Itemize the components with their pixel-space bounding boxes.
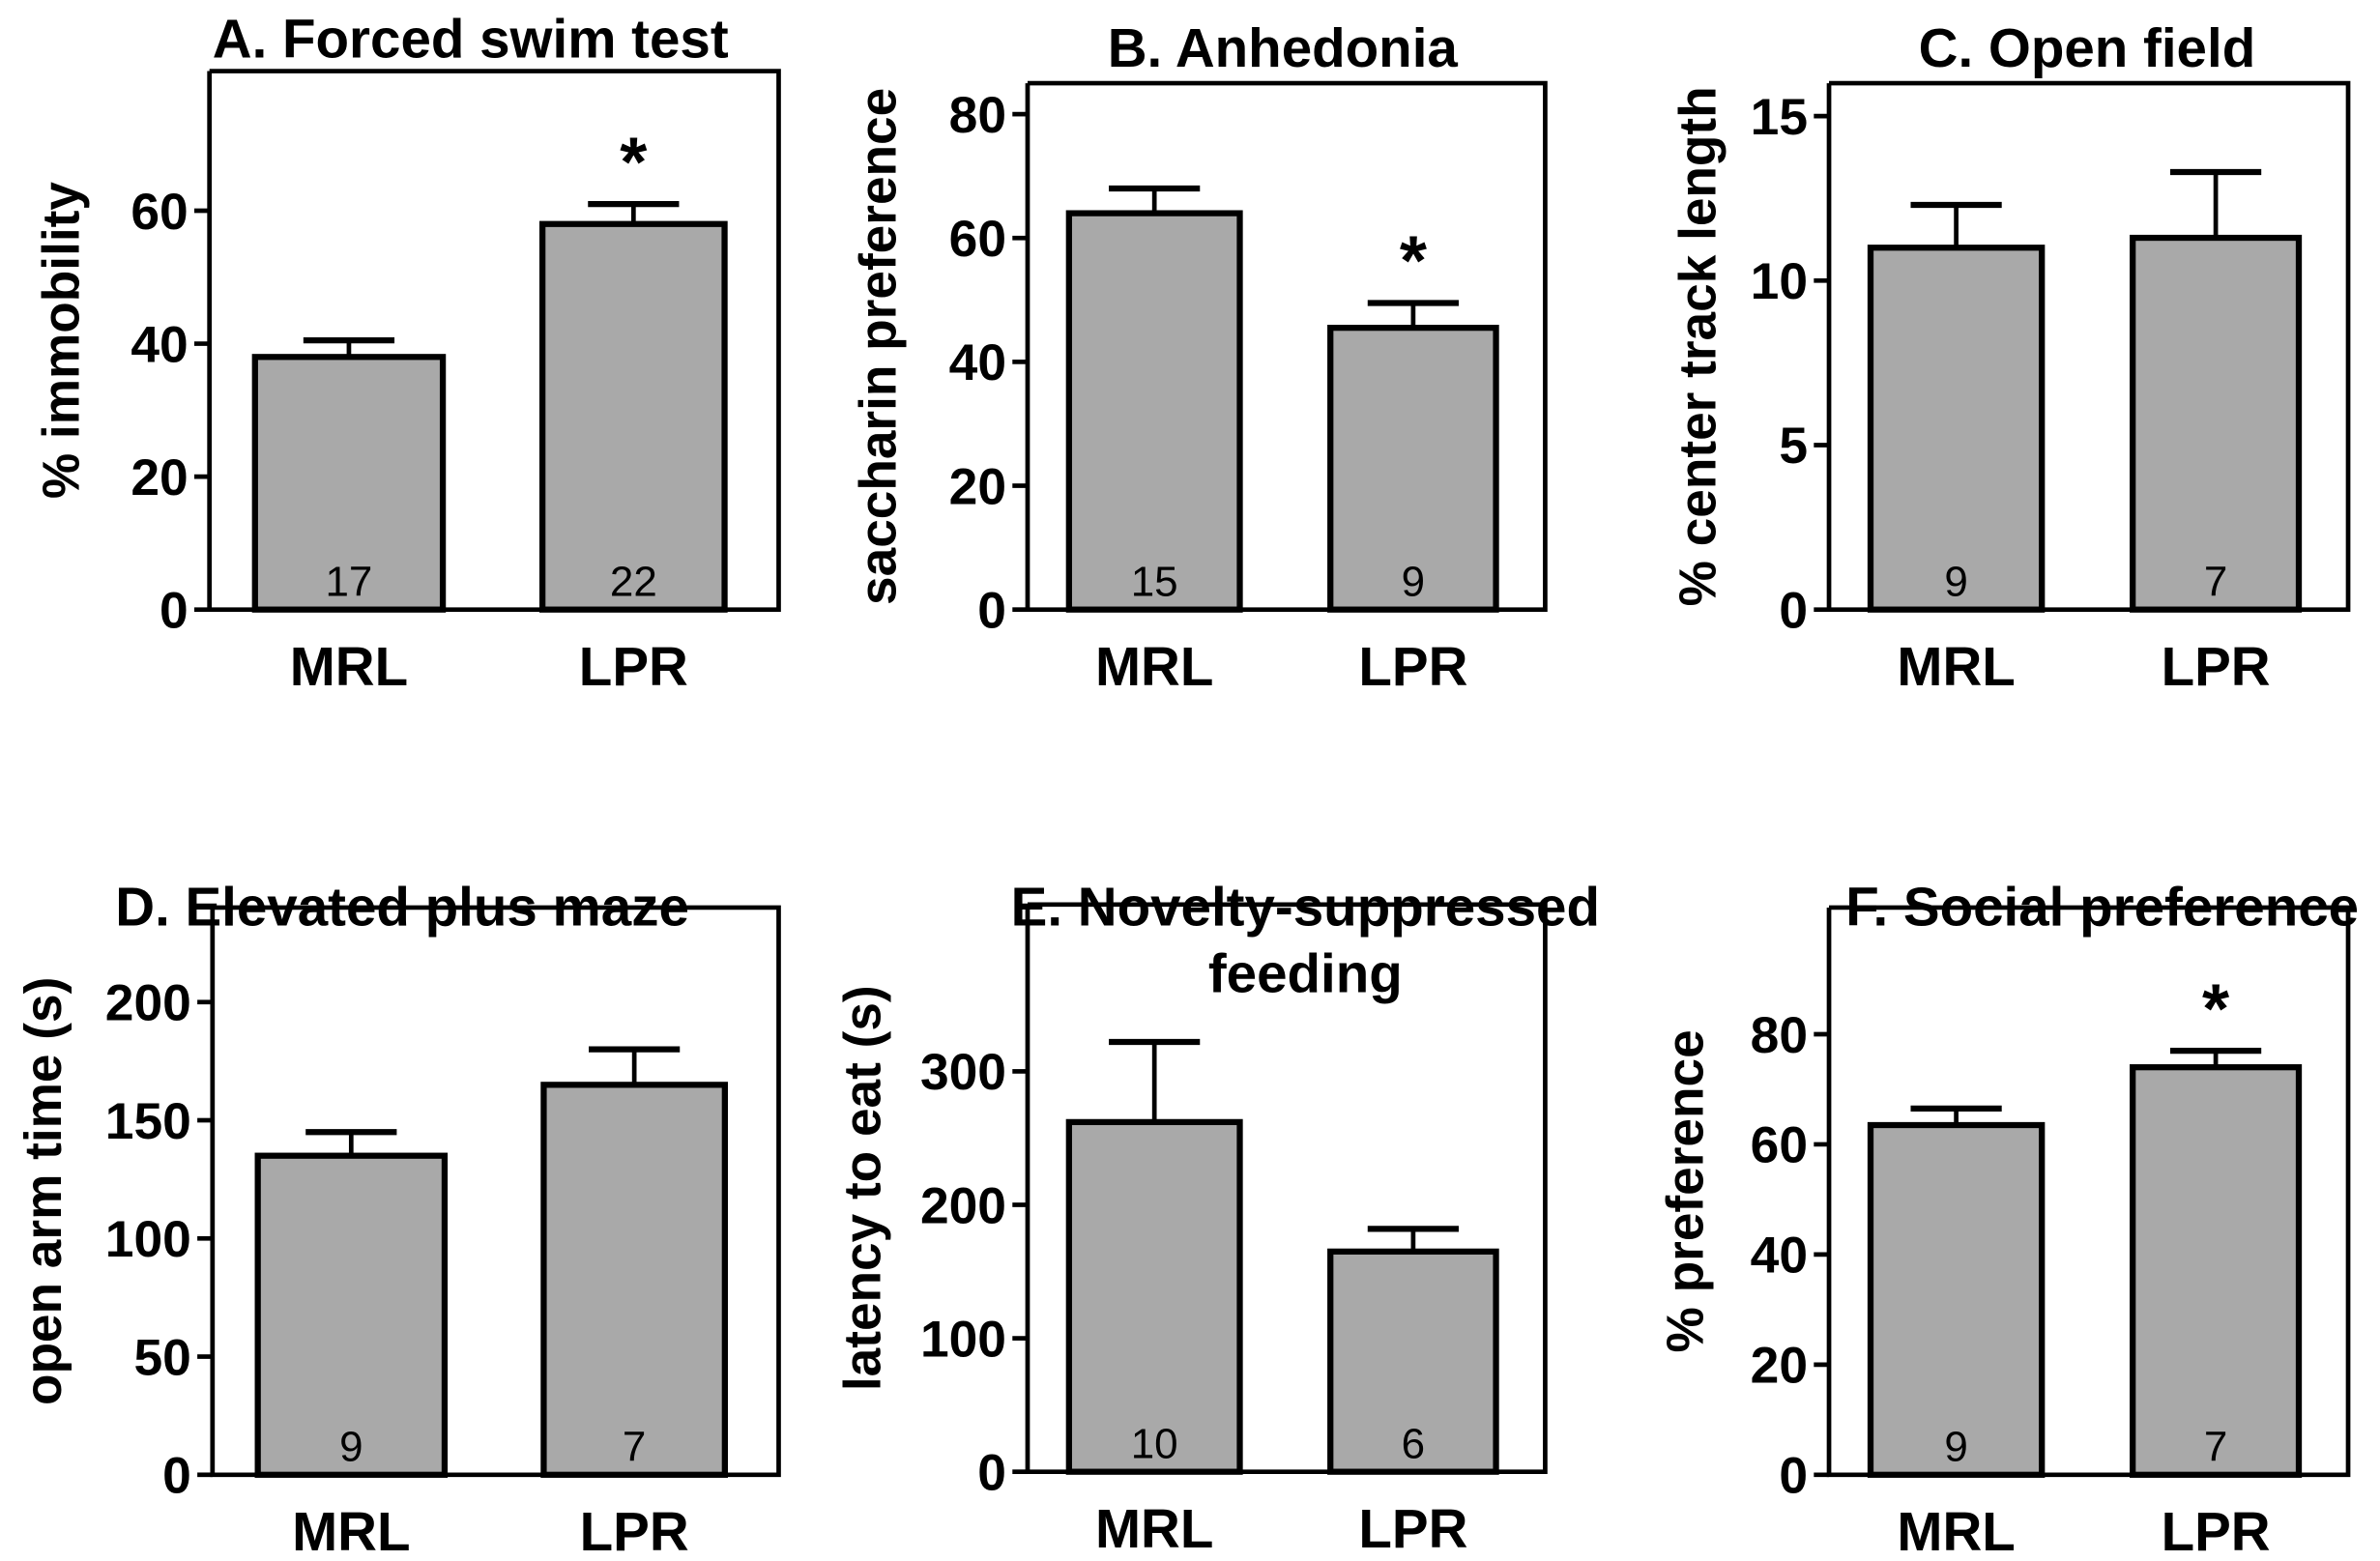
- axes-frame: [210, 905, 781, 1478]
- y-axis-label: % preference: [1658, 1029, 1715, 1352]
- x-tick-label: MRL: [290, 636, 408, 697]
- bar-lpr: [1327, 325, 1499, 613]
- bar-mrl: [251, 354, 447, 613]
- axes-frame: [1025, 80, 1548, 613]
- y-tick-label: 0: [977, 1445, 1006, 1502]
- n-label: 6: [1402, 1421, 1425, 1468]
- x-tick-label: LPR: [1358, 636, 1467, 697]
- x-tick-label: LPR: [1358, 1498, 1467, 1559]
- axes-frame: [1826, 80, 2351, 613]
- n-label: 10: [1131, 1421, 1178, 1468]
- n-label: 9: [1402, 559, 1425, 606]
- axes-frame: [1826, 905, 2351, 1478]
- axes-frame: [1025, 902, 1548, 1475]
- n-label: 9: [1944, 559, 1967, 606]
- bar-mrl: [254, 1152, 449, 1478]
- y-axis-label: open arm time (s): [15, 977, 73, 1405]
- y-tick-label: 0: [977, 583, 1006, 640]
- x-tick-label: LPR: [579, 636, 688, 697]
- n-label: 15: [1131, 559, 1178, 606]
- x-tick-label: MRL: [1897, 1501, 2015, 1561]
- n-label: 7: [2204, 559, 2227, 606]
- y-tick-label: 60: [1751, 1117, 1808, 1174]
- significance-star: *: [2202, 970, 2229, 1048]
- y-tick-label: 50: [133, 1329, 190, 1386]
- y-tick-label: 20: [1751, 1338, 1808, 1395]
- chart-title: B. Anhedonia: [1108, 17, 1459, 78]
- y-tick-label: 0: [1779, 583, 1808, 640]
- y-tick-label: 100: [920, 1311, 1006, 1368]
- y-tick-label: 200: [105, 975, 191, 1032]
- chart-title: C. Open field: [1919, 17, 2256, 78]
- panel-b: B. Anhedonia 0 20 40 60 80 saccharin preferenc…: [850, 17, 1548, 697]
- significance-star: *: [1400, 223, 1427, 301]
- y-tick-label: 100: [105, 1211, 191, 1268]
- y-tick-label: 80: [949, 87, 1006, 144]
- panel-c: C. Open field 0 5 10 15 % center track length…: [1669, 17, 2351, 697]
- bar-mrl: [1065, 1118, 1243, 1475]
- significance-star: *: [620, 124, 647, 201]
- y-axis-label: % center track length: [1669, 86, 1727, 606]
- y-tick-label: 20: [949, 458, 1006, 515]
- y-tick-label: 15: [1751, 89, 1808, 146]
- x-tick-label: LPR: [2162, 1501, 2271, 1561]
- y-tick-label: 60: [131, 184, 188, 241]
- x-tick-label: MRL: [292, 1501, 410, 1561]
- y-tick-label: 0: [1779, 1448, 1808, 1505]
- bar-mrl: [1867, 245, 2046, 613]
- y-tick-label: 300: [920, 1044, 1006, 1101]
- y-tick-label: 40: [131, 316, 188, 373]
- y-tick-label: 40: [949, 334, 1006, 391]
- bar-mrl: [1867, 1121, 2046, 1478]
- bar-lpr: [538, 220, 728, 613]
- y-tick-label: 5: [1779, 418, 1808, 475]
- n-label: 9: [339, 1424, 363, 1471]
- bar-mrl: [1065, 210, 1243, 613]
- chart-title: feeding: [1208, 943, 1403, 1004]
- y-tick-label: 40: [1751, 1228, 1808, 1285]
- x-tick-label: MRL: [1095, 1498, 1213, 1559]
- x-tick-label: MRL: [1095, 636, 1213, 697]
- y-axis-label: saccharin preference: [850, 88, 907, 605]
- y-tick-label: 60: [949, 211, 1006, 268]
- y-tick-label: 200: [920, 1177, 1006, 1234]
- y-tick-label: 20: [131, 449, 188, 506]
- chart-title: E. Novelty-suppressed: [1011, 877, 1600, 938]
- y-tick-label: 80: [1751, 1007, 1808, 1064]
- y-axis-label: % immobility: [34, 182, 91, 499]
- axes-frame: [207, 69, 781, 613]
- bar-lpr: [2130, 1064, 2303, 1478]
- y-tick-label: 0: [160, 583, 189, 640]
- y-tick-label: 0: [162, 1448, 191, 1505]
- n-label: 7: [2204, 1424, 2227, 1471]
- bar-lpr: [2130, 234, 2303, 613]
- bar-lpr: [1327, 1248, 1499, 1475]
- y-axis-label: latency to eat (s): [835, 985, 892, 1391]
- n-label: 9: [1944, 1424, 1967, 1471]
- bar-lpr: [540, 1082, 728, 1478]
- x-tick-label: LPR: [580, 1501, 689, 1561]
- n-label: 17: [325, 559, 372, 606]
- panel-a: A. Forced swim test 0 20 40 60 % immobility 17…: [34, 9, 781, 697]
- chart-title: A. Forced swim test: [213, 9, 729, 70]
- x-tick-label: LPR: [2162, 636, 2271, 697]
- y-tick-label: 10: [1751, 253, 1808, 310]
- n-label: 22: [610, 559, 657, 606]
- y-tick-label: 150: [105, 1093, 191, 1150]
- n-label: 7: [623, 1424, 646, 1471]
- x-tick-label: MRL: [1897, 636, 2015, 697]
